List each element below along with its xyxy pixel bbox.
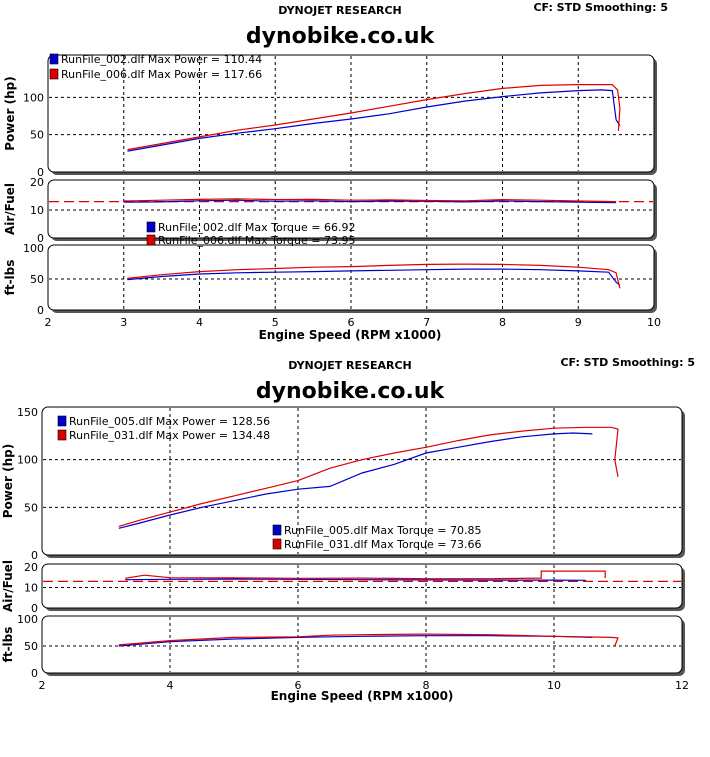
chart2-xtick-label: 8 [423,679,430,692]
chart2-xlabel: Engine Speed (RPM x1000) [271,689,454,703]
chart1-panel3-ytick-label: 0 [37,304,44,317]
chart1-panel3-series-blue [127,268,621,286]
chart1-panel1-legend-swatch [49,53,59,65]
chart1-panel2-ytick-label: 0 [37,232,44,245]
chart1-xtick-label: 8 [499,316,506,329]
chart1-panel3-legend-swatch [146,234,156,246]
chart1-header: DYNOJET RESEARCH [278,4,401,17]
chart2-panel2-ytick-label: 20 [24,561,38,574]
chart2-panel1-torque-legend-swatch [272,524,282,536]
chart2-panel1-ytick-label: 100 [17,454,38,467]
chart1-xtick-label: 7 [423,316,430,329]
chart1-xtick-label: 6 [348,316,355,329]
chart2-panel1-ylabel: Power (hp) [1,444,15,518]
chart1-panel3-ytick-label: 50 [30,273,44,286]
chart2-panel2-series-red [125,570,606,580]
chart2-panel2-frame [41,563,683,609]
chart1-panel3-legend-swatch [146,221,156,233]
chart2-xtick-label: 4 [167,679,174,692]
chart1-panel1-series-red [127,84,621,151]
chart2-panel1-torque-legend-swatch [272,538,282,550]
chart2-panel1-frame [41,406,683,556]
chart1-xtick-label: 4 [196,316,203,329]
chart2-panel3-series-red [118,633,619,647]
chart2-panel2-ylabel: Air/Fuel [1,560,15,612]
chart2-panel1-legend-label: RunFile_005.dlf Max Power = 128.56 [69,415,270,428]
chart2-panel2-ytick-label: 0 [31,602,38,615]
chart2-panel1-series-blue [118,432,593,529]
chart1-panel2-series-red [123,198,617,203]
chart2-panel3-ylabel: ft-lbs [1,627,15,663]
chart1-panel3-ytick-label: 100 [23,242,44,255]
chart1-panel1-legend-label: RunFile_002.dlf Max Power = 110.44 [61,53,262,66]
chart2-panel2-series-blue [125,578,587,581]
chart1-xtick-label: 2 [45,316,52,329]
chart2-panel1-ytick-label: 0 [31,549,38,562]
chart1-panel2-ytick-label: 20 [30,176,44,189]
chart2-title: dynobike.co.uk [256,379,446,404]
chart2-panel3-frame [41,615,683,674]
chart1-panel1-legend-swatch [49,68,59,80]
chart2-panel1-torque-legend-label: RunFile_005.dlf Max Torque = 70.85 [284,524,481,537]
chart1-panel3-legend-label: RunFile_006.dlf Max Torque = 73.95 [158,234,355,247]
chart1-panel2-series-blue [123,199,617,204]
chart1-panel1-ytick-label: 100 [23,91,44,104]
chart2-xtick-label: 10 [547,679,561,692]
chart2-panel1-legend-swatch [57,429,67,441]
chart2-panel1-legend-swatch [57,415,67,427]
chart2-panel1-series-red [118,426,619,527]
chart2-panel3-ytick-label: 50 [24,640,38,653]
chart1-panel2-ylabel: Air/Fuel [3,183,17,235]
chart1-panel2-ytick-label: 10 [30,204,44,217]
chart2-header: DYNOJET RESEARCH [288,359,411,372]
chart1-panel1-series-blue [127,89,621,152]
chart1-xtick-label: 3 [120,316,127,329]
chart1-xtick-label: 9 [575,316,582,329]
chart2-settings: CF: STD Smoothing: 5 [560,356,695,369]
chart1-settings: CF: STD Smoothing: 5 [533,1,668,14]
chart1-panel1-ytick-label: 0 [37,166,44,179]
chart1-panel1-ylabel: Power (hp) [3,76,17,150]
chart2-panel1-ytick-label: 150 [17,406,38,419]
chart1-xtick-label: 5 [272,316,279,329]
chart2-xtick-label: 2 [39,679,46,692]
chart2-panel3-ytick-label: 0 [31,667,38,680]
chart2-xtick-label: 6 [295,679,302,692]
chart1-title: dynobike.co.uk [246,24,436,49]
chart2-panel1-legend-label: RunFile_031.dlf Max Power = 134.48 [69,429,270,442]
chart1-panel3-series-red [127,263,621,289]
chart1-panel1-legend-label: RunFile_006.dlf Max Power = 117.66 [61,68,262,81]
chart2-panel2-ytick-label: 10 [24,582,38,595]
chart2-panel3-ytick-label: 100 [17,613,38,626]
chart1-panel3-ylabel: ft-lbs [3,260,17,296]
chart2-panel1-ytick-label: 50 [24,501,38,514]
chart1-xlabel: Engine Speed (RPM x1000) [259,328,442,342]
chart1-panel1-ytick-label: 50 [30,129,44,142]
chart2-xtick-label: 12 [675,679,689,692]
chart1-panel3-legend-label: RunFile_002.dlf Max Torque = 66.92 [158,221,355,234]
chart1-xtick-label: 10 [647,316,661,329]
chart2-panel1-torque-legend-label: RunFile_031.dlf Max Torque = 73.66 [284,538,481,551]
